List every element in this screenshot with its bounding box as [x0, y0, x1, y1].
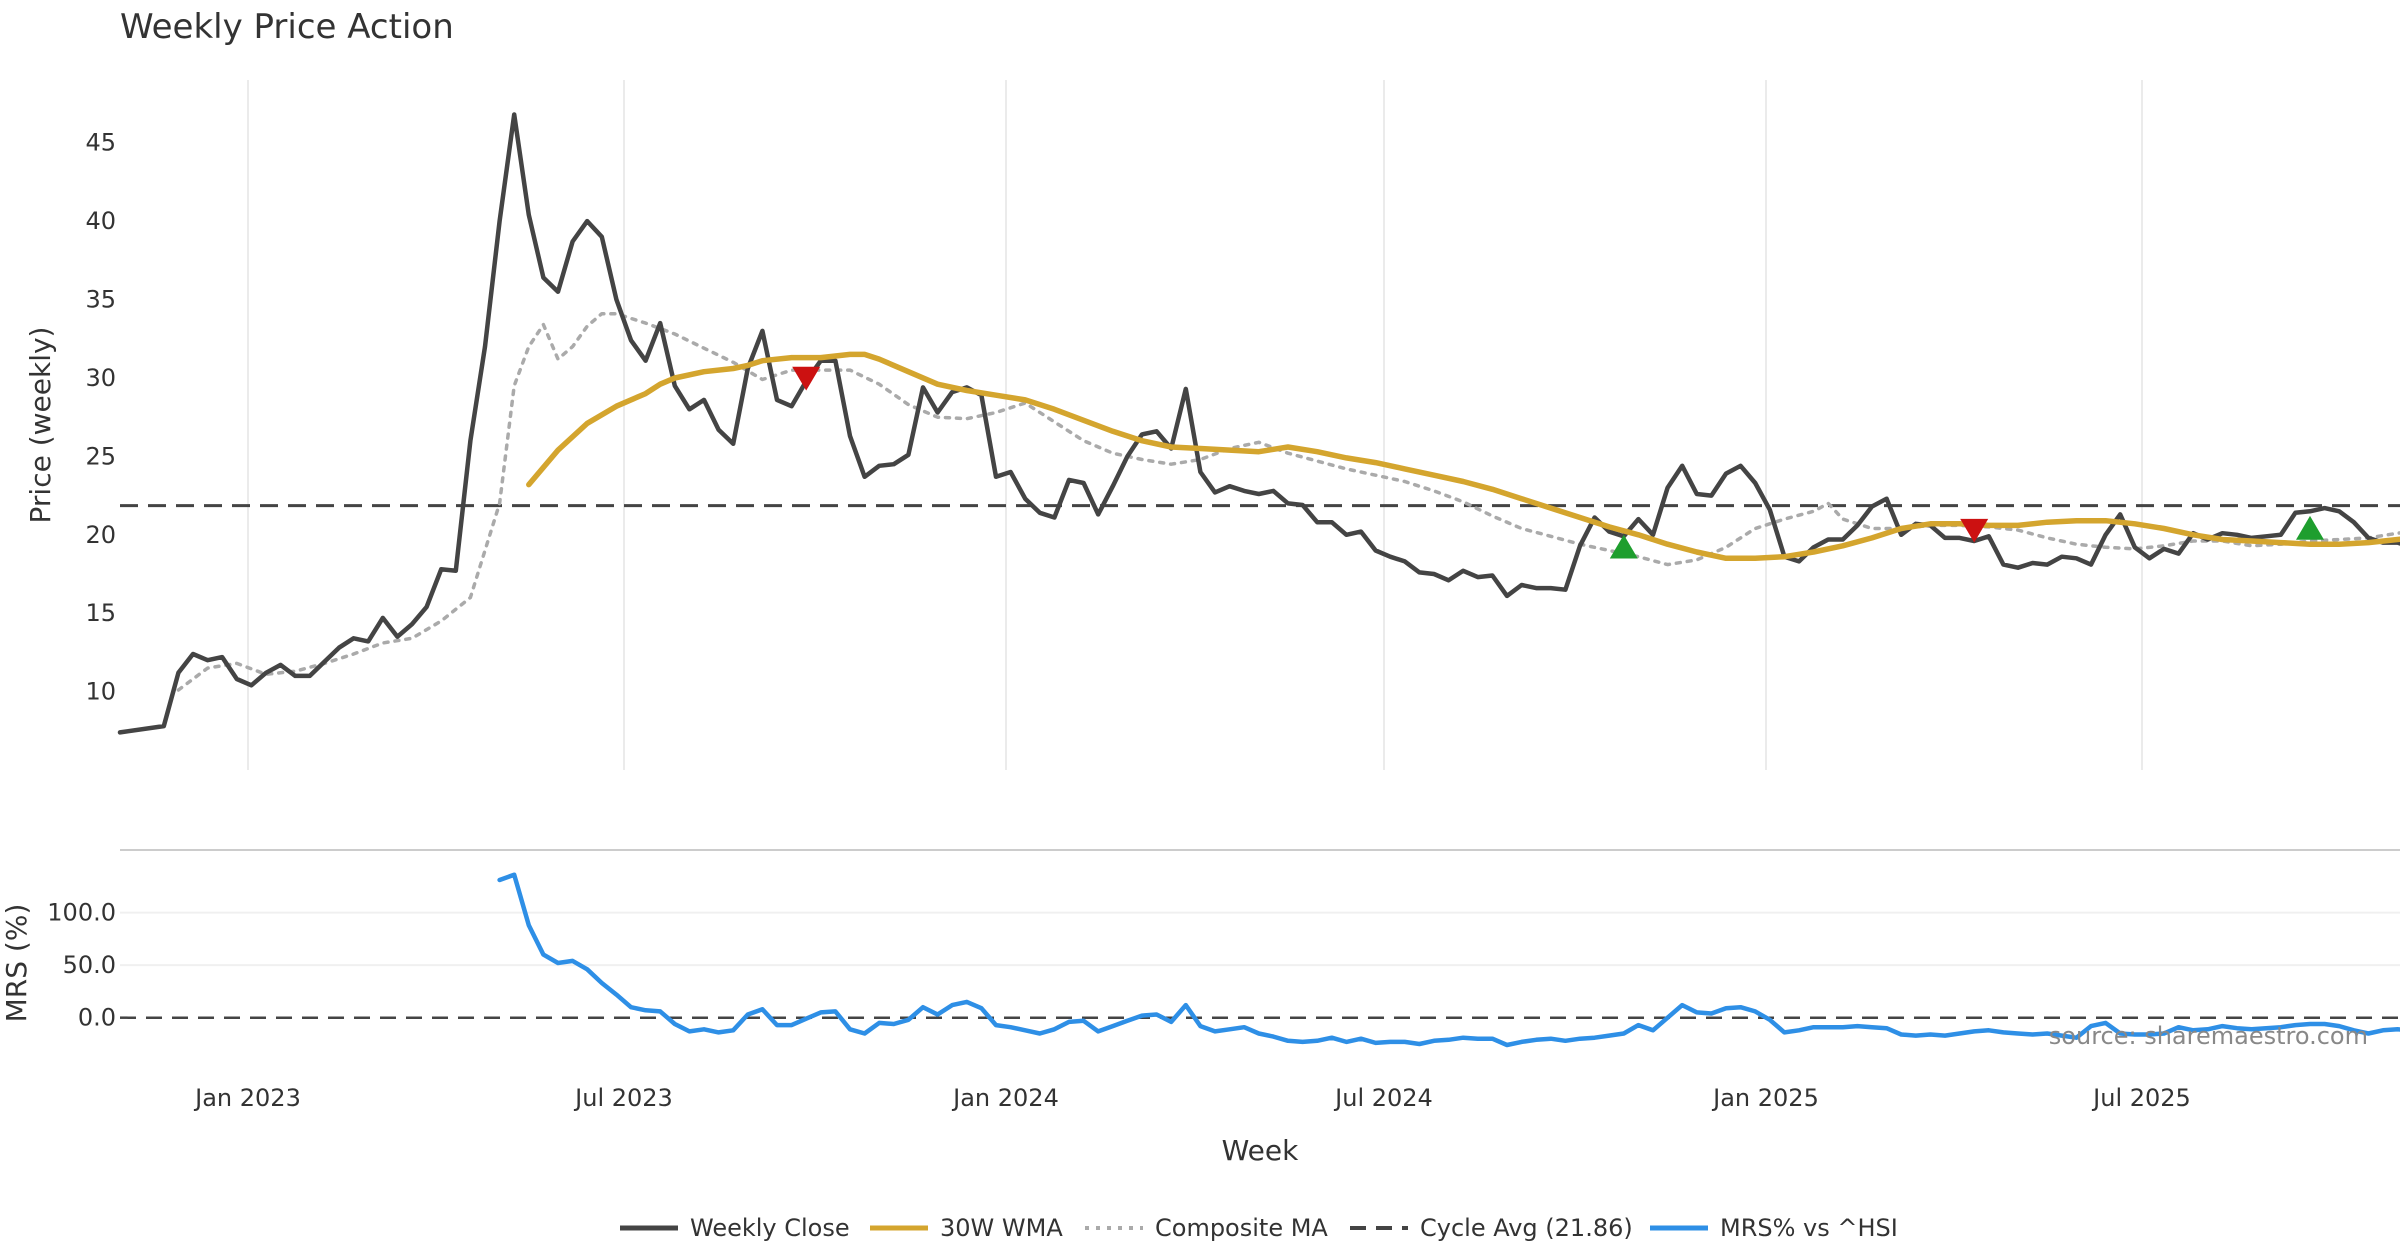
mrs-y-tick-label: 100.0	[47, 899, 116, 927]
legend-label: 30W WMA	[940, 1214, 1063, 1242]
signal-markers	[792, 366, 2324, 559]
price-panel-grid	[247, 80, 2143, 770]
x-axis-ticks: Jan 2023 Jul 2023 Jan 2024 Jul 2024 Jan 2025…	[193, 1084, 2191, 1112]
x-tick-label: Jul 2023	[573, 1084, 673, 1112]
legend-label: MRS% vs ^HSI	[1720, 1214, 1898, 1242]
price-y-tick-label: 20	[85, 521, 116, 549]
wma-30w-line	[526, 351, 2400, 562]
x-tick-label: Jan 2025	[1711, 1084, 1819, 1112]
x-axis-title: Week	[1222, 1134, 1299, 1167]
legend-label: Cycle Avg (21.86)	[1420, 1214, 1633, 1242]
x-tick-label: Jan 2024	[951, 1084, 1059, 1112]
price-y-tick-label: 10	[85, 678, 116, 706]
buy-signal-marker	[2296, 515, 2324, 540]
price-panel-series	[117, 112, 2400, 735]
mrs-panel-grid	[120, 911, 2400, 967]
legend-label: Composite MA	[1155, 1214, 1328, 1242]
mrs-y-axis-title: MRS (%)	[0, 904, 33, 1023]
buy-signal-marker	[1609, 534, 1638, 559]
price-y-tick-label: 40	[85, 207, 116, 235]
x-tick-label: Jan 2023	[193, 1084, 301, 1112]
x-tick-label: Jul 2025	[2091, 1084, 2191, 1112]
source-note: source: sharemaestro.com	[2049, 1022, 2368, 1050]
sell-signal-marker	[792, 366, 821, 391]
weekly-close-line	[117, 112, 2400, 735]
chart-title: Weekly Price Action	[120, 7, 454, 47]
price-y-tick-label: 25	[85, 442, 116, 470]
mrs-line	[497, 872, 2400, 1048]
composite-ma-line	[176, 311, 2400, 692]
legend-label: Weekly Close	[690, 1214, 850, 1242]
sell-signal-marker	[1960, 518, 1989, 543]
price-y-ticks: 10 15 20 25 30 35 40 45	[85, 129, 116, 706]
price-y-tick-label: 30	[85, 364, 116, 392]
mrs-y-tick-label: 50.0	[63, 951, 116, 979]
mrs-panel-series	[497, 872, 2400, 1048]
mrs-y-tick-label: 0.0	[78, 1004, 116, 1032]
mrs-y-ticks: 0.0 50.0 100.0	[47, 899, 116, 1032]
legend: Weekly Close 30W WMA Composite MA Cycle Avg…	[620, 1214, 1898, 1242]
price-y-tick-label: 35	[85, 286, 116, 314]
price-y-axis-title: Price (weekly)	[24, 327, 57, 524]
price-y-tick-label: 45	[85, 129, 116, 157]
price-y-tick-label: 15	[85, 599, 116, 627]
x-tick-label: Jul 2024	[1333, 1084, 1433, 1112]
